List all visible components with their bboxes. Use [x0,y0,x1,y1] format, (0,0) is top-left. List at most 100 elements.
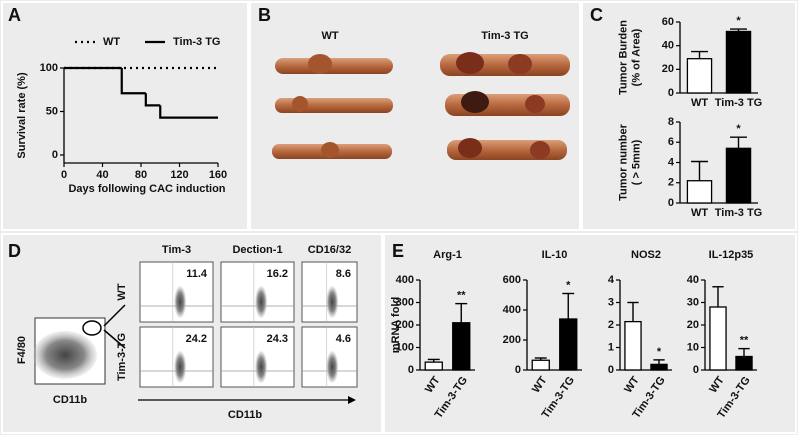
flow-group: Tim-3-TG [116,333,128,381]
y-axis-label: ( > 5mm) [630,139,642,185]
panel-frame [1,233,383,434]
y-tick-label: 6 [668,136,674,148]
colon [275,58,393,74]
tumor [508,54,532,74]
flow-density [174,351,187,383]
flow-y-label: F4/80 [16,336,28,364]
y-tick-label: 0 [608,364,614,376]
x-tick-label: 160 [209,169,227,181]
bar [650,363,668,371]
flow-marker: Dection-1 [232,244,282,256]
flow-x-label: CD11b [53,394,88,406]
bar [725,147,752,204]
y-tick-label: 200 [503,334,521,346]
significance: * [736,15,741,27]
panel-frame [1,1,249,231]
y-axis-label: Tumor number [617,123,629,201]
chart-title: NOS2 [631,249,661,261]
y-tick-label: 300 [396,296,414,308]
tumor [461,91,489,113]
y-tick-label: 1 [608,341,614,353]
y-tick-label: 20 [687,319,699,331]
panel-frame [383,233,797,434]
y-tick-label: 0 [52,149,58,161]
y-tick-label: 600 [503,274,521,286]
step-segment [144,93,161,107]
chart-title: Arg-1 [433,249,462,261]
arrow [103,304,126,327]
tumor [530,141,550,159]
x-tick-label: 120 [170,169,188,181]
y-tick-label: 40 [687,274,699,286]
flow-density [326,351,339,383]
bar [452,322,471,371]
significance: * [657,346,662,358]
significance: ** [457,290,466,302]
x-tick-label: 0 [61,169,67,181]
step-segment [159,105,218,119]
y-tick-label: 0 [668,87,674,99]
y-tick-label: 50 [46,105,58,117]
y-tick-label: 200 [396,319,414,331]
photo-label: Tim-3 TG [481,30,528,42]
tumor [458,138,482,158]
legend-label: WT [103,36,120,48]
tumor [525,95,545,113]
tumor [308,54,332,74]
y-tick-label: 10 [687,341,699,353]
y-axis-label: Survival rate (%) [16,72,28,159]
flow-percentage: 24.3 [267,333,288,345]
x-axis-label: Days following CAC induction [68,183,225,195]
y-tick-label: 0 [693,364,699,376]
flow-percentage: 8.6 [336,268,351,280]
flow-density [255,351,268,383]
y-tick-label: 3 [608,296,614,308]
flow-group: WT [116,283,128,300]
x-tick-label: WT [691,207,708,219]
flow-marker: CD16/32 [308,244,351,256]
y-axis-label: (% of Area) [630,28,642,86]
x-tick-label: 40 [96,169,108,181]
y-axis-label: Tumor Burden [617,20,629,95]
panel-frame [249,1,581,231]
panel-label: B [258,5,271,25]
y-tick-label: 100 [40,62,58,74]
y-tick-label: 30 [687,296,699,308]
bar [559,318,578,371]
flow-density [255,286,268,318]
y-tick-label: 2 [668,177,674,189]
flow-percentage: 16.2 [267,268,288,280]
bar [686,180,713,204]
flow-density [326,286,339,318]
significance: * [566,279,571,291]
tumor [456,52,484,74]
panel-label: A [8,5,21,25]
panel-label: E [392,241,404,261]
x-tick-label: Tim-3 TG [715,97,762,109]
y-tick-label: 0 [668,197,674,209]
bar [624,320,642,371]
y-axis-label: mRNA fold [390,297,402,353]
bar [725,30,752,94]
y-tick-label: 2 [608,319,614,331]
bar [735,355,753,371]
flow-percentage: 4.6 [336,333,351,345]
flow-percentage: 11.4 [186,268,208,280]
gate [82,320,102,336]
y-tick-label: 100 [396,341,414,353]
y-tick-label: 0 [408,364,414,376]
y-tick-label: 20 [662,63,674,75]
flow-percentage: 24.2 [186,333,207,345]
flow-axis-label: CD11b [228,409,263,421]
bar [424,361,443,371]
arrow-head [348,396,356,404]
arrow [103,329,126,349]
panel-label: C [590,5,603,25]
step-segment [120,68,146,95]
chart-title: IL-10 [542,249,568,261]
tumor [321,142,339,158]
y-tick-label: 60 [662,16,674,28]
y-tick-label: 8 [668,116,674,128]
